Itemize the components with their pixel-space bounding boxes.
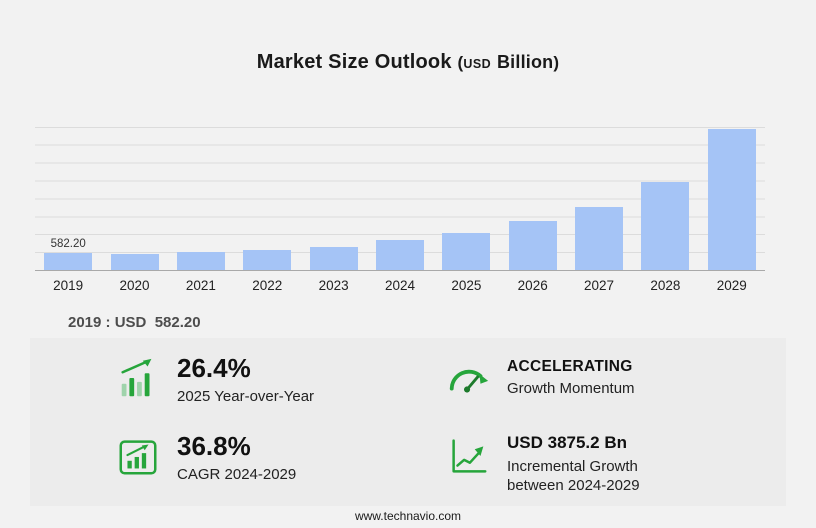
page-title: Market Size Outlook (USD Billion) [0, 51, 816, 74]
chart-bar-slot [433, 127, 499, 270]
chart-x-axis: 2019 2020 2021 2022 2023 2024 2025 2026 2027 2028… [35, 278, 765, 293]
title-close-paren: ) [553, 53, 560, 73]
stat-value-momentum: ACCELERATING [507, 358, 633, 375]
cagr-box-chart-icon [119, 440, 157, 475]
growth-bars-arrow-icon [121, 358, 152, 397]
chart-bar-2022 [243, 250, 292, 270]
x-axis-label-2029: 2029 [716, 278, 747, 293]
stat-card-momentum: ACCELERATING Growth Momentum [445, 354, 766, 406]
chart-bar-2024 [375, 240, 424, 270]
stat-label-momentum: Growth Momentum [507, 380, 635, 398]
stat-value-incremental: USD 3875.2 Bn [507, 433, 627, 453]
first-bar-value-label: 582.20 [50, 238, 86, 251]
stats-panel: 26.4% 2025 Year-over-Year ACCELERATING G… [30, 338, 786, 506]
chart-bar-2023 [309, 246, 358, 270]
x-axis-label-2027: 2027 [584, 278, 615, 293]
stat-text: USD 3875.2 Bn Incremental Growth between… [507, 432, 682, 495]
chart-bar-2029 [707, 128, 756, 270]
chart-bar-2021 [176, 252, 225, 270]
speedometer-icon [449, 369, 489, 393]
chart-bar-slot [699, 127, 765, 270]
chart-bar-slot [632, 127, 698, 270]
title-main: Market Size Outlook [256, 51, 452, 74]
stats-grid: 26.4% 2025 Year-over-Year ACCELERATING G… [30, 338, 786, 496]
chart-bar-slot: 582.20 [35, 127, 101, 270]
x-axis-label-2025: 2025 [451, 278, 482, 293]
chart-bar-2025 [442, 232, 491, 270]
website-url: www.technavio.com [354, 509, 462, 523]
stat-value-yoy: 26.4% [177, 353, 251, 383]
stat-card-incremental: USD 3875.2 Bn Incremental Growth between… [445, 432, 766, 495]
chart-bar-slot [500, 127, 566, 270]
x-axis-label-2022: 2022 [252, 278, 283, 293]
chart-bar-slot [101, 127, 167, 270]
stat-text: 26.4% 2025 Year-over-Year [177, 354, 314, 406]
stat-label-yoy: 2025 Year-over-Year [177, 387, 315, 405]
title-open-paren: ( [457, 53, 464, 73]
chart-bar-slot [300, 127, 366, 270]
chart-plot-area: 582.20 [35, 127, 765, 271]
chart-annotation: 2019 : USD 582.20 [68, 314, 201, 331]
stat-text: 36.8% CAGR 2024-2029 [177, 432, 296, 484]
stat-value-cagr: 36.8% [177, 431, 251, 462]
x-axis-label-2024: 2024 [384, 278, 415, 293]
chart-bar-2026 [508, 221, 557, 270]
x-axis-label-2019: 2019 [53, 278, 84, 293]
bar-chart: 582.20 2019 2020 2021 2022 2023 2024 2025 2026 2… [35, 127, 765, 293]
stat-label-cagr: CAGR 2024-2029 [177, 465, 297, 483]
chart-bar-2020 [110, 253, 159, 270]
stat-label-incremental: Incremental Growth between 2024-2029 [507, 458, 640, 494]
stat-card-cagr: 36.8% CAGR 2024-2029 [115, 432, 445, 495]
line-growth-arrow-icon [452, 439, 487, 473]
title-unit: Billion [496, 52, 554, 73]
stat-card-yoy: 26.4% 2025 Year-over-Year [115, 354, 445, 406]
x-axis-label-2026: 2026 [517, 278, 548, 293]
x-axis-label-2020: 2020 [119, 278, 150, 293]
chart-bar-slot [234, 127, 300, 270]
chart-bar-2028 [641, 181, 690, 270]
chart-bar-slot [367, 127, 433, 270]
title-currency: USD [463, 57, 492, 72]
x-axis-label-2023: 2023 [318, 278, 349, 293]
x-axis-label-2021: 2021 [185, 278, 216, 293]
chart-bar-slot [566, 127, 632, 270]
x-axis-label-2028: 2028 [650, 278, 681, 293]
chart-bar-slot [168, 127, 234, 270]
chart-bar-2027 [575, 206, 624, 270]
stat-text: ACCELERATING Growth Momentum [507, 354, 635, 399]
chart-bar-2019 [44, 253, 93, 270]
